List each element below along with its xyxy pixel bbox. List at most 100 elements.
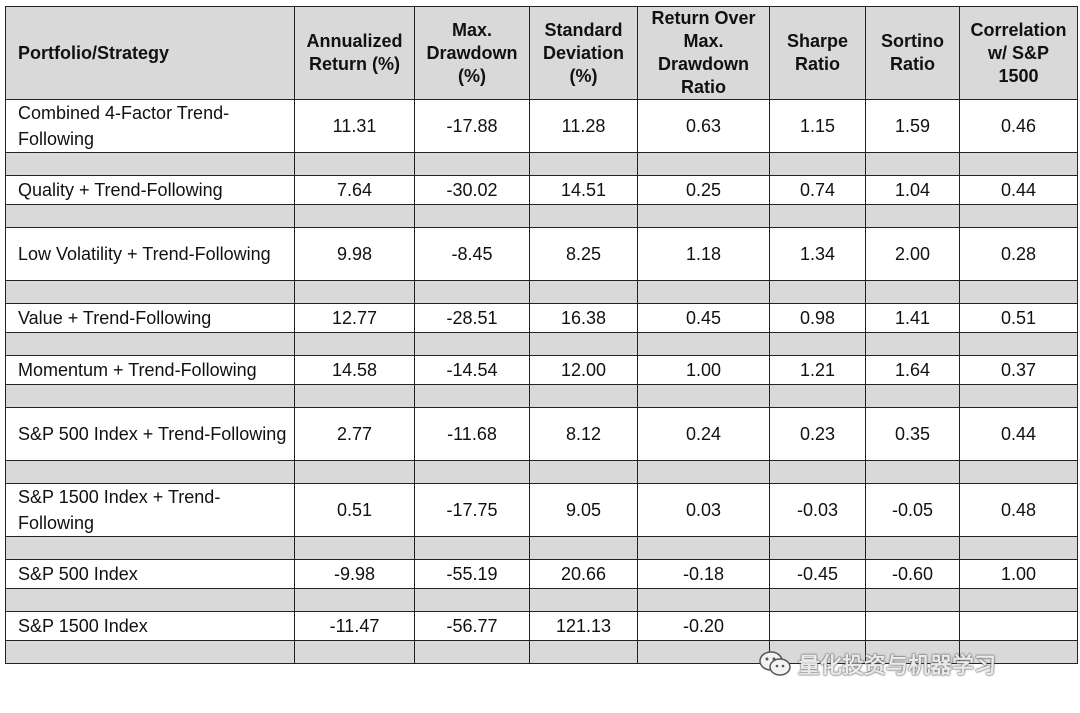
cell-sharpe: 0.98 [769,303,866,333]
cell-sharpe: -0.45 [769,559,866,589]
cell-max-drawdown: -11.68 [414,407,530,461]
spacer-row [5,332,1078,356]
cell-correlation: 0.44 [959,175,1078,205]
cell-correlation: 0.37 [959,355,1078,385]
cell-sortino: 1.41 [865,303,960,333]
cell-sortino: 0.35 [865,407,960,461]
spacer-row [5,460,1078,484]
table-row: S&P 1500 Index -11.47 -56.77 121.13 -0.2… [5,611,1078,641]
cell-sortino: 2.00 [865,227,960,281]
cell-correlation: 1.00 [959,559,1078,589]
table-row: Value + Trend-Following 12.77 -28.51 16.… [5,303,1078,333]
cell-correlation: 0.51 [959,303,1078,333]
cell-portfolio: Momentum + Trend-Following [5,355,295,385]
cell-sharpe: 1.21 [769,355,866,385]
cell-std-dev: 14.51 [529,175,638,205]
cell-romad: 0.24 [637,407,770,461]
cell-romad: 1.00 [637,355,770,385]
header-row: Portfolio/Strategy Annualized Return (%)… [5,6,1078,100]
cell-romad: -0.20 [637,611,770,641]
cell-portfolio: Value + Trend-Following [5,303,295,333]
cell-portfolio: S&P 1500 Index + Trend-Following [5,483,295,537]
header-std-dev: Standard Deviation (%) [529,6,638,100]
cell-sortino: 1.64 [865,355,960,385]
cell-sharpe: 0.23 [769,407,866,461]
cell-portfolio: Low Volatility + Trend-Following [5,227,295,281]
table-row: Momentum + Trend-Following 14.58 -14.54 … [5,355,1078,385]
cell-annualized-return: 9.98 [294,227,415,281]
cell-portfolio: S&P 500 Index [5,559,295,589]
table-row: Combined 4-Factor Trend-Following 11.31 … [5,99,1078,153]
cell-annualized-return: 7.64 [294,175,415,205]
cell-correlation: 0.46 [959,99,1078,153]
cell-romad: 0.25 [637,175,770,205]
header-max-drawdown: Max. Drawdown (%) [414,6,530,100]
header-romad: Return Over Max. Drawdown Ratio [637,6,770,100]
cell-std-dev: 20.66 [529,559,638,589]
cell-sortino: -0.60 [865,559,960,589]
cell-portfolio: S&P 1500 Index [5,611,295,641]
table-row: S&P 500 Index + Trend-Following 2.77 -11… [5,407,1078,461]
spacer-row [5,384,1078,408]
cell-max-drawdown: -28.51 [414,303,530,333]
cell-annualized-return: 12.77 [294,303,415,333]
header-sortino: Sortino Ratio [865,6,960,100]
spacer-row [5,536,1078,560]
cell-romad: 0.03 [637,483,770,537]
cell-portfolio: Combined 4-Factor Trend-Following [5,99,295,153]
spacer-row [5,588,1078,612]
cell-max-drawdown: -17.75 [414,483,530,537]
cell-sharpe: 1.34 [769,227,866,281]
table-row: S&P 500 Index -9.98 -55.19 20.66 -0.18 -… [5,559,1078,589]
cell-std-dev: 121.13 [529,611,638,641]
cell-annualized-return: 14.58 [294,355,415,385]
cell-max-drawdown: -56.77 [414,611,530,641]
cell-portfolio: S&P 500 Index + Trend-Following [5,407,295,461]
cell-max-drawdown: -55.19 [414,559,530,589]
cell-correlation: 0.44 [959,407,1078,461]
cell-sortino: -0.05 [865,483,960,537]
cell-romad: 1.18 [637,227,770,281]
cell-max-drawdown: -17.88 [414,99,530,153]
cell-correlation: 0.48 [959,483,1078,537]
cell-std-dev: 16.38 [529,303,638,333]
cell-annualized-return: -11.47 [294,611,415,641]
header-annualized-return: Annualized Return (%) [294,6,415,100]
cell-sharpe [769,611,866,641]
cell-annualized-return: -9.98 [294,559,415,589]
cell-romad: 0.63 [637,99,770,153]
cell-std-dev: 9.05 [529,483,638,537]
spacer-row [5,152,1078,176]
cell-portfolio: Quality + Trend-Following [5,175,295,205]
header-sharpe: Sharpe Ratio [769,6,866,100]
cell-std-dev: 12.00 [529,355,638,385]
cell-sortino: 1.59 [865,99,960,153]
cell-max-drawdown: -14.54 [414,355,530,385]
cell-correlation: 0.28 [959,227,1078,281]
header-portfolio: Portfolio/Strategy [5,6,295,100]
cell-sharpe: -0.03 [769,483,866,537]
cell-max-drawdown: -30.02 [414,175,530,205]
cell-annualized-return: 0.51 [294,483,415,537]
cell-annualized-return: 2.77 [294,407,415,461]
performance-table: Portfolio/Strategy Annualized Return (%)… [5,6,1078,664]
table-row: Quality + Trend-Following 7.64 -30.02 14… [5,175,1078,205]
spacer-row [5,280,1078,304]
cell-correlation [959,611,1078,641]
cell-max-drawdown: -8.45 [414,227,530,281]
table-row: S&P 1500 Index + Trend-Following 0.51 -1… [5,483,1078,537]
cell-sortino: 1.04 [865,175,960,205]
spacer-row [5,204,1078,228]
cell-sharpe: 1.15 [769,99,866,153]
cell-sharpe: 0.74 [769,175,866,205]
header-correlation: Correlation w/ S&P 1500 [959,6,1078,100]
cell-std-dev: 8.12 [529,407,638,461]
spacer-row [5,640,1078,664]
cell-romad: 0.45 [637,303,770,333]
cell-std-dev: 11.28 [529,99,638,153]
cell-annualized-return: 11.31 [294,99,415,153]
cell-sortino [865,611,960,641]
cell-std-dev: 8.25 [529,227,638,281]
cell-romad: -0.18 [637,559,770,589]
table-row: Low Volatility + Trend-Following 9.98 -8… [5,227,1078,281]
